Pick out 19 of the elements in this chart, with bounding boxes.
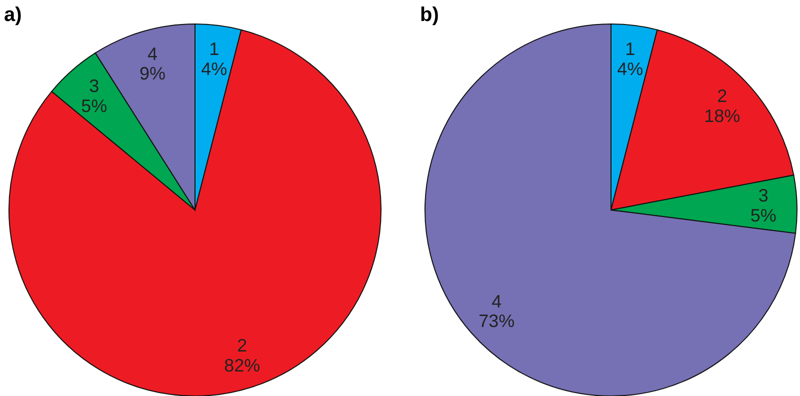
data-label: 82% bbox=[224, 355, 260, 376]
data-label: 5% bbox=[750, 205, 776, 226]
slice-label: 3 bbox=[89, 76, 100, 96]
data-label: 4% bbox=[617, 58, 644, 79]
slice-label: 4 bbox=[147, 44, 158, 64]
slice-label: 1 bbox=[209, 39, 220, 60]
data-label: 5% bbox=[81, 96, 108, 116]
slice-label: 2 bbox=[717, 86, 728, 106]
data-label: 4% bbox=[201, 58, 228, 79]
chart-title: a) bbox=[4, 4, 22, 27]
slice-label: 4 bbox=[492, 291, 502, 312]
slice-label: 2 bbox=[237, 335, 248, 356]
data-label: 18% bbox=[704, 106, 740, 126]
data-label: 9% bbox=[139, 64, 166, 84]
chart-title: b) bbox=[420, 4, 439, 27]
data-label: 73% bbox=[478, 311, 515, 332]
pie-slice bbox=[424, 24, 796, 396]
slice-label: 3 bbox=[758, 186, 768, 206]
slice-label: 1 bbox=[625, 39, 636, 60]
